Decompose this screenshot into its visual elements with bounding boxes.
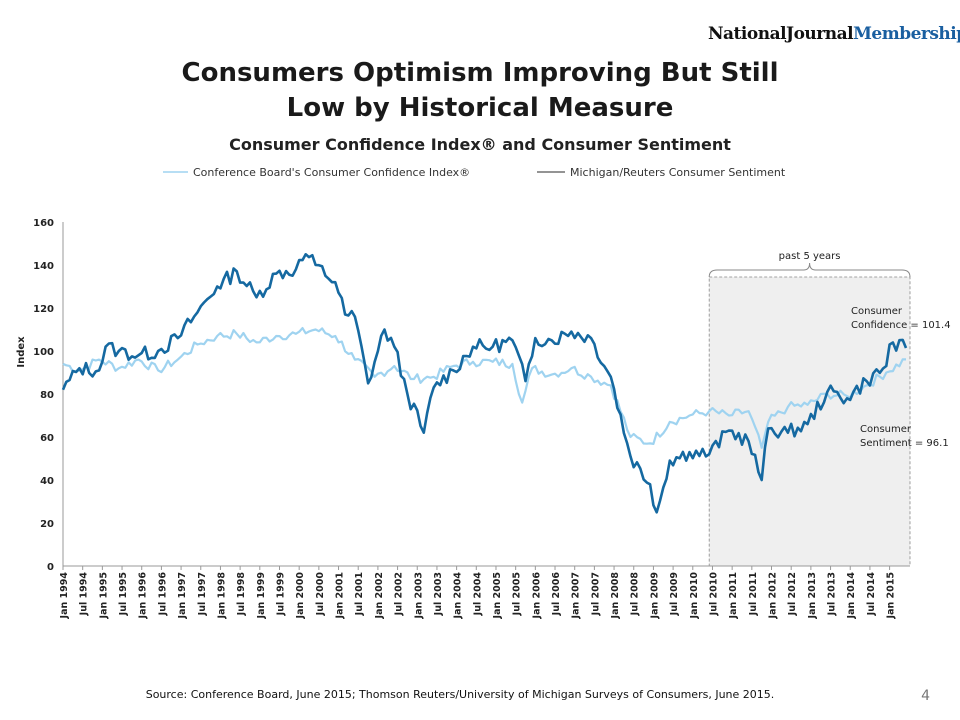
x-tick-label: Jan 2000 (295, 572, 306, 620)
x-tick-label: Jul 1999 (275, 572, 286, 616)
y-tick-label: 60 (40, 433, 54, 444)
chart-title: Consumers Optimism Improving But Still L… (181, 58, 779, 123)
x-tick-label: Jul 2004 (472, 572, 483, 617)
series-line-cci (62, 327, 907, 449)
y-axis-label: Index (16, 336, 27, 368)
y-tick-label: 160 (33, 218, 54, 229)
x-axis: Jan 1994 Jul 1994 Jan 1995 Jul 1995 Jan 1996… (59, 565, 910, 620)
x-tick-label: Jan 2005 (492, 572, 503, 619)
x-tick-label: Jul 1998 (236, 572, 247, 617)
source-note: Source: Conference Board, June 2015; Tho… (145, 688, 775, 701)
x-tick-label: Jan 2015 (886, 572, 897, 619)
x-tick-label: Jan 2006 (531, 572, 542, 620)
y-tick-label: 20 (40, 519, 54, 530)
x-tick-label: Jan 2004 (453, 572, 464, 620)
legend-label-sentiment: Michigan/Reuters Consumer Sentiment (570, 166, 786, 179)
x-tick-label: Jul 2001 (354, 572, 365, 616)
x-tick-label: Jul 1997 (197, 572, 208, 616)
x-tick-label: Jul 2014 (866, 572, 877, 617)
x-tick-label: Jul 2003 (433, 572, 444, 616)
chart-subtitle: Consumer Confidence Index® and Consumer … (229, 135, 731, 154)
series-line-sentiment (61, 253, 908, 514)
x-tick-label: Jul 2013 (827, 572, 838, 616)
x-tick-label: Jul 2008 (630, 572, 641, 617)
shaded-region-bracket (708, 262, 911, 278)
shaded-region: past 5 years (708, 251, 911, 567)
x-tick-label: Jan 2002 (374, 572, 385, 619)
x-tick-label: Jul 2005 (512, 572, 523, 616)
series-lines (61, 253, 908, 514)
annotation-label: Sentiment = 96.1 (860, 438, 949, 449)
legend-label-cci: Conference Board's Consumer Confidence I… (193, 166, 470, 179)
x-tick-label: Jul 2011 (748, 572, 759, 616)
x-tick-label: Jul 2012 (787, 572, 798, 616)
x-tick-label: Jan 1998 (216, 572, 227, 620)
x-tick-label: Jan 1994 (59, 572, 70, 620)
y-tick-label: 120 (33, 304, 54, 315)
x-tick-label: Jan 1999 (256, 572, 267, 619)
y-tick-label: 100 (33, 347, 54, 358)
x-tick-label: Jan 1996 (138, 572, 149, 620)
shaded-region-label: past 5 years (779, 251, 841, 262)
x-tick-label: Jul 2000 (315, 572, 326, 617)
x-tick-label: Jan 2012 (768, 572, 779, 619)
x-tick-label: Jan 2010 (689, 572, 700, 620)
x-tick-label: Jan 2009 (649, 572, 660, 619)
x-tick-label: Jan 2008 (610, 572, 621, 620)
page-number: 4 (921, 688, 930, 704)
y-tick-label: 40 (40, 476, 54, 487)
y-tick-label: 80 (40, 390, 54, 401)
annotation-label: Confidence = 101.4 (851, 320, 951, 331)
legend: Conference Board's Consumer Confidence I… (163, 166, 786, 179)
x-tick-label: Jul 2006 (551, 572, 562, 617)
x-tick-label: Jan 1995 (98, 572, 109, 619)
x-tick-label: Jul 2009 (669, 572, 680, 616)
x-tick-label: Jan 2007 (571, 572, 582, 619)
x-tick-label: Jul 1996 (157, 572, 168, 617)
y-tick-label: 140 (33, 261, 54, 272)
x-tick-label: Jan 2011 (728, 572, 739, 619)
x-tick-label: Jul 2007 (590, 572, 601, 616)
annotation-label: Consumer (851, 306, 903, 317)
x-tick-label: Jan 2003 (413, 572, 424, 619)
x-tick-label: Jan 2014 (846, 572, 857, 620)
x-tick-label: Jan 2013 (807, 572, 818, 619)
annotations: Consumer Confidence = 101.4 Consumer Sentim… (851, 306, 951, 449)
x-tick-label: Jan 1997 (177, 572, 188, 619)
x-tick-label: Jul 1994 (79, 572, 90, 617)
x-tick-label: Jul 2002 (394, 572, 405, 616)
brand-logo: NationalJournalMembership (708, 24, 960, 44)
annotation-label: Consumer (860, 424, 912, 435)
x-tick-label: Jan 2001 (335, 572, 346, 619)
y-tick-label: 0 (47, 562, 54, 573)
x-tick-label: Jul 1995 (118, 572, 129, 616)
x-tick-label: Jul 2010 (708, 572, 719, 617)
y-axis: 0 20 40 60 80 100 120 140 160 (33, 218, 64, 573)
